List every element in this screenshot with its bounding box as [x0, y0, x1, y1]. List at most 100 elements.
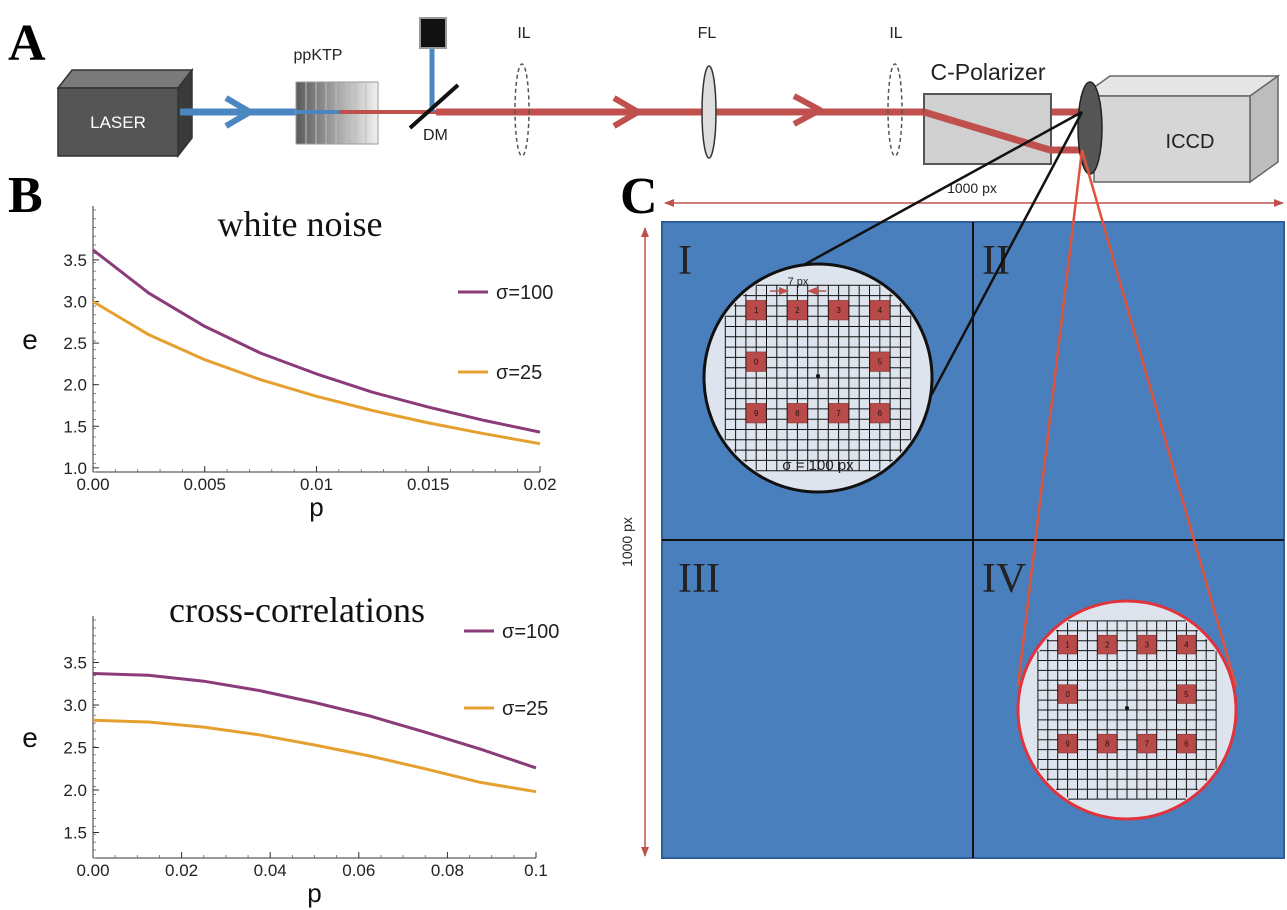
series-line-sigma-100	[92, 248, 541, 434]
zoom-circle-bottom: 1 2 3 4 0 5 9 8 7 6	[1016, 599, 1238, 821]
deflected-beam	[922, 108, 1082, 154]
detector-pixel-marker	[746, 300, 767, 321]
x-tick-label: 0.00	[76, 861, 109, 880]
imaging-lens-1	[514, 63, 530, 157]
laser-box: LASER	[56, 67, 194, 159]
detector-pixel-label: 2	[795, 306, 800, 315]
detector-pixel-label: 4	[878, 306, 883, 315]
projection-line-top-2	[916, 111, 1084, 421]
y-tick-label: 1.5	[63, 417, 87, 436]
y-axis-label: e	[22, 324, 38, 355]
detector-pixel-marker	[1176, 634, 1197, 655]
chart-title: white noise	[218, 204, 383, 244]
x-tick-label: 0.015	[407, 475, 450, 494]
y-axis-label: e	[22, 722, 38, 753]
legend-label: σ=25	[496, 362, 542, 384]
imaging-lens-2	[887, 63, 903, 157]
laser-label: LASER	[90, 113, 146, 132]
detector-pixel-marker	[869, 351, 890, 372]
detector-pixel-label: 3	[1145, 641, 1150, 650]
quadrant-label-4: IV	[982, 556, 1026, 602]
quadrant-label-3: III	[678, 556, 720, 602]
x-tick-label: 0.00	[76, 475, 109, 494]
height-dimension-label: 1000 px	[619, 517, 635, 567]
detector-pixel-label: 9	[754, 409, 759, 418]
detector-pixel-label: 4	[1184, 641, 1189, 650]
series-line-sigma-25	[92, 718, 537, 794]
quadrant-label-2: II	[982, 238, 1010, 284]
x-axis-label: p	[309, 492, 323, 522]
detector-pixel-label: 6	[1184, 740, 1189, 749]
detector-pixel-marker	[746, 351, 767, 372]
y-tick-label: 3.0	[63, 292, 87, 311]
il-label-1: IL	[517, 25, 530, 42]
detector-pixel-marker	[1097, 634, 1117, 655]
projection-line-top-1	[759, 110, 1083, 291]
detector-pixel-marker	[1176, 684, 1197, 704]
detector-pixel-marker	[869, 300, 890, 321]
x-tick-label: 0.08	[431, 861, 464, 880]
center-dot-bottom	[1125, 706, 1129, 710]
y-tick-label: 2.5	[63, 334, 87, 353]
beam-dump	[419, 17, 447, 49]
legend-label: σ=25	[502, 698, 548, 720]
center-dot	[816, 374, 820, 378]
detector-pixel-marker	[1057, 684, 1078, 704]
x-tick-label: 0.1	[524, 861, 548, 880]
detector-pixel-marker	[869, 403, 890, 424]
chart-cross-correlations: 1.5 2.0 2.5 3.0 3.5 0.00 0.02 0.04 0.06 0.08 0.1 cr…	[22, 590, 559, 908]
y-tick-label: 2.0	[63, 376, 87, 395]
detector-pixel-label: 1	[1065, 641, 1070, 650]
legend-label: σ=100	[502, 621, 559, 643]
y-tick-label: 3.0	[63, 696, 87, 715]
series-line-sigma-100	[92, 672, 537, 770]
quadrant-label-1: I	[678, 238, 692, 284]
fl-label: FL	[698, 25, 717, 42]
ppktp-label: ppKTP	[294, 47, 343, 64]
projection-line-bottom-2	[1080, 149, 1238, 687]
detector-pixel-label: 3	[836, 306, 841, 315]
y-tick-label: 2.5	[63, 739, 87, 758]
beam-arrow-2	[792, 93, 823, 127]
x-tick-label: 0.02	[165, 861, 198, 880]
spacing-label: 7 px	[788, 276, 809, 288]
series-line-sigma-25	[92, 300, 541, 446]
y-tick-label: 2.0	[63, 781, 87, 800]
fourier-lens	[701, 65, 717, 159]
x-tick-label: 0.02	[523, 475, 556, 494]
y-tick-label: 1.0	[63, 459, 87, 478]
detector-pixel-marker	[1137, 634, 1157, 655]
dichroic-mirror	[408, 83, 460, 130]
y-tick-label: 3.5	[63, 251, 87, 270]
zoom-circle-top: 1 2 3 4 0 5 9 8 7 6 7 px σ = 100 px	[702, 262, 934, 494]
chart-title: cross-correlations	[169, 590, 425, 630]
detector-pixel-marker	[1057, 733, 1078, 754]
detector-pixel-label: 5	[1184, 690, 1189, 699]
detector-pixel-label: 0	[754, 358, 759, 367]
detector-pixel-marker	[1137, 733, 1157, 754]
detector-pixel-marker	[828, 300, 849, 321]
detector-pixel-label: 7	[836, 409, 841, 418]
y-tick-label: 3.5	[63, 654, 87, 673]
detector-pixel-label: 7	[1145, 740, 1150, 749]
detector-pixel-label: 6	[878, 409, 883, 418]
x-tick-label: 0.06	[342, 861, 375, 880]
detector-pixel-marker	[787, 300, 808, 321]
dm-label: DM	[423, 127, 448, 144]
panel-label-b: B	[8, 167, 43, 224]
iccd-camera: ICCD	[1079, 74, 1281, 184]
detector-pixel-marker	[746, 403, 767, 424]
detector-pixel-marker	[1097, 733, 1117, 754]
iccd-label: ICCD	[1166, 131, 1215, 153]
width-dimension-label: 1000 px	[947, 180, 997, 196]
y-tick-label: 1.5	[63, 824, 87, 843]
panel-label-a: A	[8, 15, 46, 72]
detector-pixel-label: 8	[1105, 740, 1110, 749]
il-label-2: IL	[889, 25, 902, 42]
pump-arrow	[224, 95, 253, 129]
c-polarizer: C-Polarizer	[923, 59, 1052, 165]
projection-line-bottom-1	[1016, 149, 1084, 687]
x-tick-label: 0.04	[254, 861, 287, 880]
detector-pixel-label: 9	[1065, 740, 1070, 749]
